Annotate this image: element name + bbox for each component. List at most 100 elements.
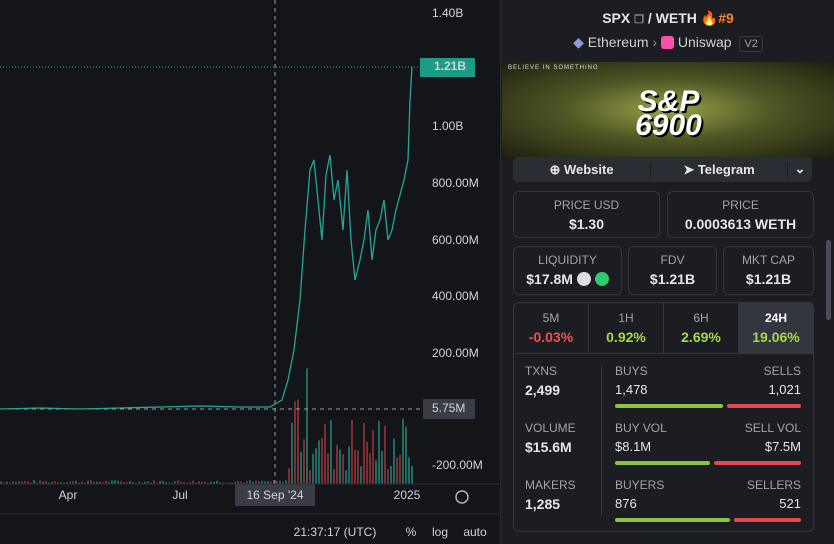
fdv-label: FDV <box>660 253 685 267</box>
volume-bar <box>393 438 395 484</box>
buy-value: 876 <box>615 496 637 511</box>
logo-top: S&P <box>637 85 700 118</box>
volume-bar <box>60 481 62 484</box>
volume-bar <box>165 482 167 484</box>
chain[interactable]: Ethereum <box>587 34 649 50</box>
volume-bar <box>45 480 47 484</box>
liquidity-label: LIQUIDITY <box>538 253 597 267</box>
volume-bar <box>114 480 116 484</box>
price-axis-label: 5.75M <box>432 401 465 415</box>
total-value: $15.6M <box>525 439 572 455</box>
crosshair-date-box <box>235 484 315 506</box>
volume-bar <box>321 438 323 484</box>
price-axis-label: 1.21B <box>434 59 466 73</box>
volume-bar <box>69 481 71 484</box>
timeframe[interactable]: 5M -0.03% <box>514 303 589 353</box>
volume-bar <box>339 449 341 484</box>
banner: BELIEVE IN SOMETHING S&P 6900 <box>502 62 834 157</box>
volume-bar <box>318 440 320 484</box>
dex[interactable]: Uniswap <box>677 34 732 50</box>
scale-option[interactable]: auto <box>463 525 487 539</box>
stat-row: TXNS 2,499 BUYS 1,478 SELLS 1,021 <box>514 358 813 414</box>
rank-text: #9 <box>718 10 734 26</box>
volume-bar <box>72 481 74 484</box>
volume-bar <box>255 480 257 484</box>
volume-bar <box>237 481 239 484</box>
pair-header: SPX ❐ / WETH 🔥#9 <box>501 10 834 27</box>
volume-bar <box>411 466 413 484</box>
volume-bar <box>129 480 131 484</box>
timeframe-change: 2.69% <box>681 329 721 345</box>
volume-bar <box>249 480 251 484</box>
volume-bar <box>276 481 278 484</box>
sell-value: $7.5M <box>764 439 801 454</box>
base-token: SPX <box>602 10 631 26</box>
price-axis-label: 200.00M <box>432 346 479 360</box>
settings-icon[interactable] <box>455 490 469 504</box>
chain-row: ◆ Ethereum › Uniswap V2 <box>501 34 834 52</box>
volume-bar <box>66 482 68 484</box>
pair-panel: SPX ❐ / WETH 🔥#9 ◆ Ethereum › Uniswap V2… <box>500 0 834 544</box>
timeframe[interactable]: 24H 19.06% <box>739 303 813 353</box>
divider <box>601 366 602 516</box>
banner-tagline: BELIEVE IN SOMETHING <box>508 65 599 71</box>
volume-bar <box>18 481 20 484</box>
volume-bar <box>12 481 14 484</box>
more-button[interactable]: ⌄ <box>794 161 806 176</box>
volume-bar <box>309 470 311 484</box>
volume-bar <box>336 444 338 484</box>
website-label: Website <box>563 162 614 177</box>
volume-bar <box>156 482 158 484</box>
volume-bar <box>132 482 134 484</box>
website-button[interactable]: ⊕ Website <box>513 162 651 178</box>
volume-bar <box>351 419 353 484</box>
volume-bar <box>360 466 362 484</box>
volume-bar <box>3 482 5 484</box>
volume-bar <box>330 420 332 484</box>
volume-bar <box>210 481 212 484</box>
timeframe[interactable]: 6H 2.69% <box>664 303 739 353</box>
volume-bar <box>111 480 113 484</box>
volume-bar <box>126 482 128 484</box>
rank: 🔥#9 <box>700 10 734 26</box>
mktcap-label: MKT CAP <box>741 253 796 267</box>
fdv: $1.21B <box>649 271 696 287</box>
timeframe-change: 0.92% <box>606 329 646 345</box>
volume-bar <box>39 480 41 484</box>
volume-bar <box>279 480 281 484</box>
total-label: TXNS <box>525 364 558 378</box>
axes: 1.40B 1.21B 1.00B 800.00M 600.00M 400.00M 200.… <box>59 6 487 539</box>
volume-bar <box>285 480 287 484</box>
volume-bar <box>54 481 56 484</box>
price-usd-card: PRICE USD $1.30 <box>513 191 660 238</box>
volume-bar <box>207 482 209 484</box>
volume-bar <box>15 482 17 484</box>
scale-option[interactable]: % <box>406 525 417 539</box>
scale-option[interactable]: log <box>432 525 448 539</box>
buy-label: BUYS <box>615 364 648 378</box>
volume-bar <box>195 482 197 484</box>
volume-bar <box>228 482 230 484</box>
timeframe-change: 19.06% <box>752 329 800 345</box>
volume-bar <box>180 481 182 484</box>
volume-bar <box>234 481 236 484</box>
eth-icon: ◆ <box>573 34 584 50</box>
volume-bar <box>192 480 194 484</box>
crosshair-price-box <box>423 399 475 419</box>
buy-label: BUYERS <box>615 478 665 492</box>
volume-bar <box>144 481 146 484</box>
volume-bar <box>171 482 173 484</box>
copy-icon[interactable]: ❐ <box>634 14 644 26</box>
volume-bar <box>408 457 410 484</box>
timeframe[interactable]: 1H 0.92% <box>589 303 664 353</box>
buy-value: $8.1M <box>615 439 652 454</box>
telegram-label: Telegram <box>697 162 755 177</box>
volume-bar <box>213 481 215 484</box>
chart-bg <box>0 0 499 544</box>
telegram-button[interactable]: ➤ Telegram <box>651 162 788 178</box>
total-value: 2,499 <box>525 382 561 398</box>
activity-card: 5M -0.03% 1H 0.92% 6H 2.69% 24H 19.06% TXNS 2,49… <box>513 302 814 532</box>
volume-bar <box>90 480 92 484</box>
price-axis-label: 1.00B <box>432 119 463 133</box>
volume-bar <box>99 481 101 484</box>
